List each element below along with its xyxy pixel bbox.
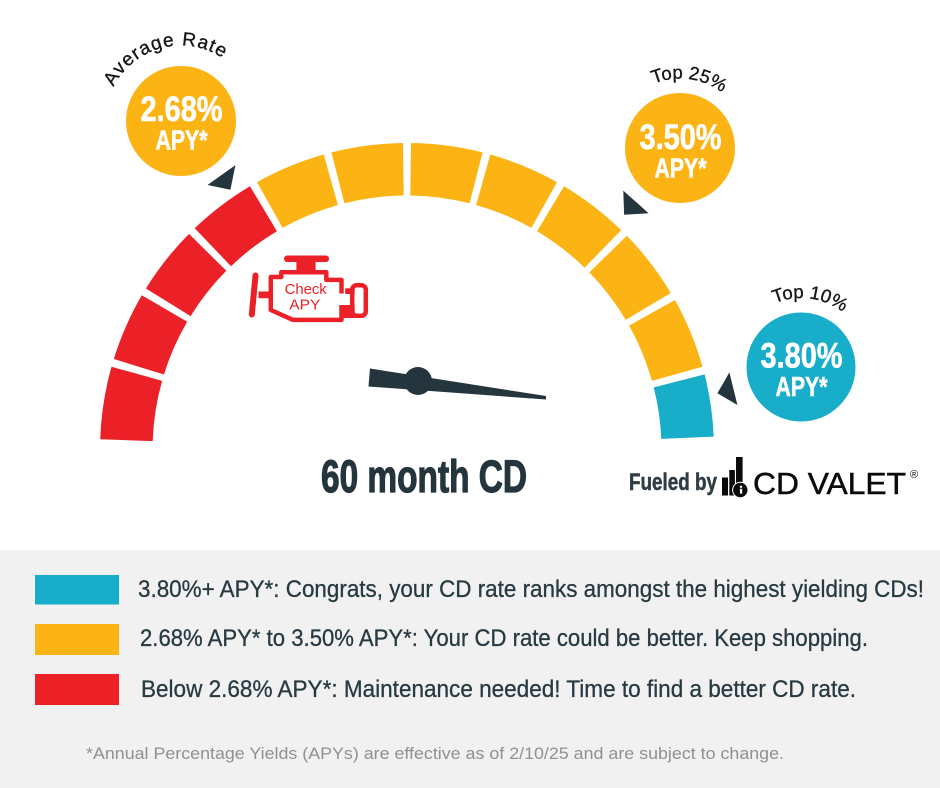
svg-text:Below 2.68% APY*: Maintenance: Below 2.68% APY*: Maintenance needed! Ti… [141, 676, 856, 703]
svg-text:APY*: APY* [156, 125, 208, 156]
svg-text:APY*: APY* [776, 371, 828, 402]
svg-text:*Annual Percentage Yields (APY: *Annual Percentage Yields (APYs) are eff… [86, 745, 784, 763]
svg-text:3.80%: 3.80% [761, 337, 843, 376]
svg-text:®: ® [910, 469, 918, 481]
svg-text:CD VALET: CD VALET [753, 466, 906, 501]
svg-text:60 month CD: 60 month CD [321, 451, 527, 502]
svg-text:2.68%: 2.68% [141, 90, 223, 129]
svg-text:3.80%+ APY*: Congrats, your CD: 3.80%+ APY*: Congrats, your CD rate rank… [138, 576, 924, 603]
svg-text:APY*: APY* [655, 153, 707, 184]
svg-text:Fueled by: Fueled by [629, 469, 718, 496]
svg-text:2.68% APY* to 3.50% APY*: Your: 2.68% APY* to 3.50% APY*: Your CD rate c… [140, 625, 868, 652]
svg-text:APY: APY [289, 298, 320, 314]
svg-text:3.50%: 3.50% [640, 118, 722, 157]
svg-text:Check: Check [285, 282, 328, 298]
